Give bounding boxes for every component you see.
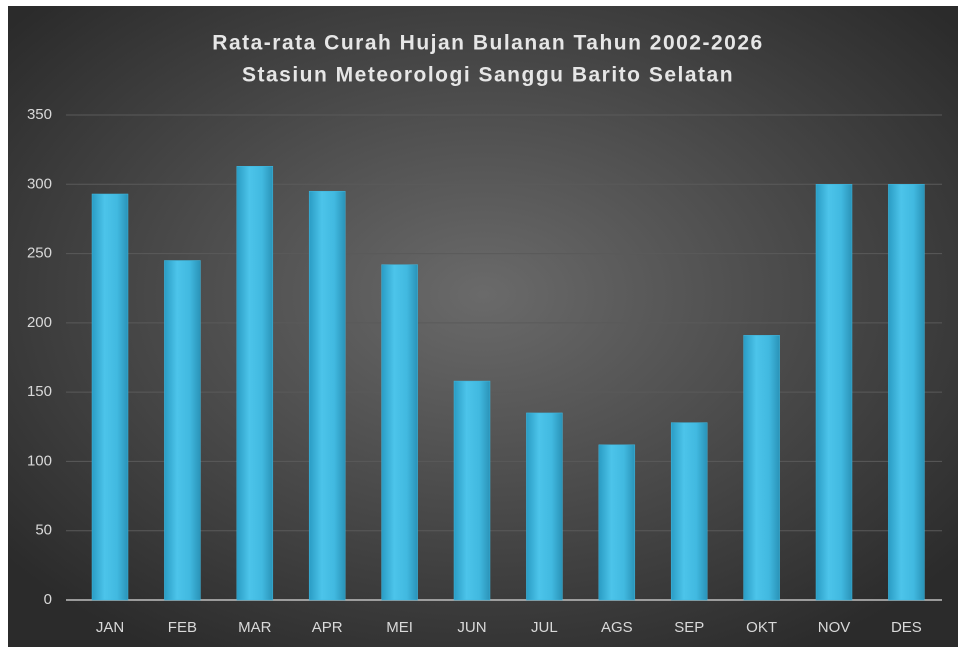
bar — [526, 412, 563, 601]
x-tick-label: AGS — [601, 619, 633, 636]
bar — [236, 166, 274, 601]
y-tick-label: 50 — [35, 522, 52, 539]
bar — [381, 264, 418, 601]
bar — [888, 184, 925, 601]
bar — [598, 444, 636, 601]
y-tick-label: 0 — [44, 591, 52, 608]
x-tick-label: APR — [312, 619, 343, 636]
x-tick-label: FEB — [168, 619, 197, 636]
x-tick-label: JUL — [531, 619, 558, 636]
x-tick-label: NOV — [818, 619, 851, 636]
bar — [164, 260, 201, 601]
y-tick-label: 200 — [27, 314, 52, 331]
x-tick-label: OKT — [746, 619, 777, 636]
bar — [743, 335, 780, 601]
bar — [670, 422, 708, 601]
y-tick-label: 100 — [27, 452, 52, 469]
y-tick-label: 150 — [27, 383, 52, 400]
x-tick-label: JAN — [96, 619, 124, 636]
x-tick-label: JUN — [457, 619, 486, 636]
x-tick-label: DES — [891, 619, 922, 636]
y-tick-label: 300 — [27, 175, 52, 192]
y-tick-label: 350 — [27, 106, 52, 123]
x-tick-label: MEI — [386, 619, 413, 636]
bar — [308, 190, 346, 601]
chart-title: Rata-rata Curah Hujan Bulanan Tahun 2002… — [212, 32, 763, 55]
x-tick-label: SEP — [674, 619, 704, 636]
y-tick-label: 250 — [27, 245, 52, 262]
bar — [815, 184, 853, 601]
bar — [91, 193, 129, 601]
chart-subtitle: Stasiun Meteorologi Sanggu Barito Selata… — [242, 64, 734, 87]
x-tick-label: MAR — [238, 619, 272, 636]
bar — [453, 380, 491, 601]
